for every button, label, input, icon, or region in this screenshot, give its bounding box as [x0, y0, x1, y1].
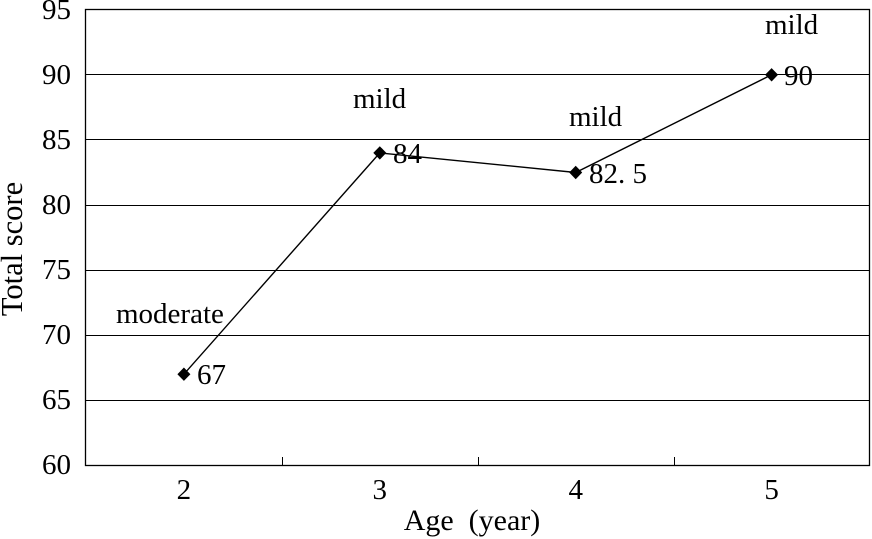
svg-text:70: 70: [42, 319, 71, 351]
svg-text:90: 90: [784, 60, 813, 92]
svg-text:95: 95: [42, 0, 71, 26]
svg-text:60: 60: [42, 449, 71, 481]
svg-text:75: 75: [42, 254, 71, 286]
svg-text:90: 90: [42, 59, 71, 91]
svg-text:mild: mild: [569, 101, 623, 133]
svg-text:5: 5: [764, 474, 779, 506]
svg-text:moderate: moderate: [116, 298, 224, 330]
svg-text:2: 2: [177, 474, 192, 506]
svg-text:4: 4: [568, 474, 583, 506]
svg-text:80: 80: [42, 189, 71, 221]
svg-text:82. 5: 82. 5: [589, 158, 647, 190]
svg-text:84: 84: [393, 138, 423, 170]
svg-text:3: 3: [373, 474, 388, 506]
svg-text:85: 85: [42, 124, 71, 156]
svg-text:Age (year): Age (year): [404, 504, 541, 537]
svg-text:mild: mild: [765, 9, 819, 41]
svg-text:65: 65: [42, 384, 71, 416]
svg-text:67: 67: [197, 359, 226, 391]
svg-text:Total score: Total score: [0, 182, 29, 316]
svg-text:mild: mild: [353, 83, 407, 115]
